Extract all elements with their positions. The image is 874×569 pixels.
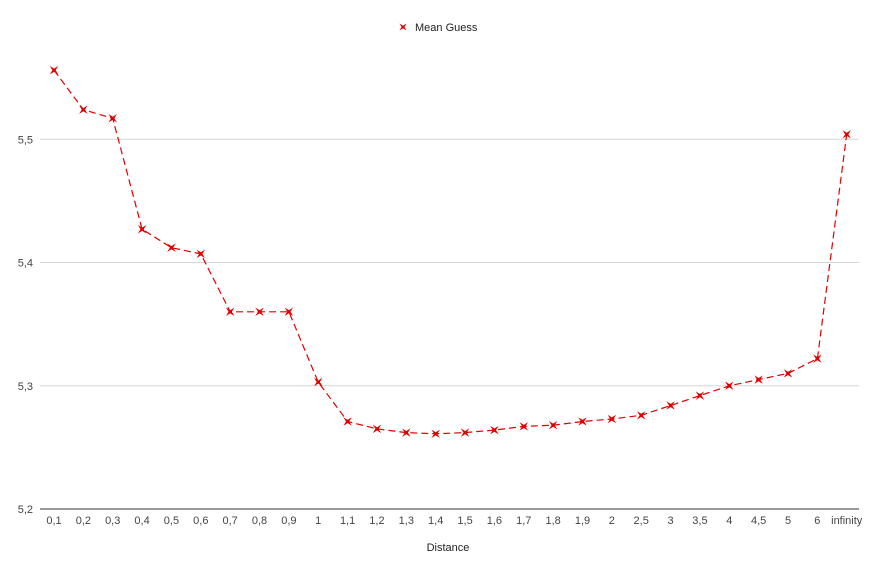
data-point-marker [460,428,470,437]
data-point-marker [372,424,382,434]
data-point-marker [167,243,176,252]
grid-lines [40,138,859,510]
data-point-marker [431,429,440,439]
data-point-marker [548,420,558,430]
y-tick-label: 5,2 [18,504,33,516]
x-tick-label: 5 [785,515,791,527]
data-point-marker [636,411,646,420]
legend-marker-icon [399,23,407,31]
data-point-marker [519,422,528,431]
y-tick-label: 5,3 [18,381,33,393]
data-point-marker [842,130,851,139]
x-tick-label: 0,9 [281,515,296,527]
data-point-marker [49,65,59,75]
x-tick-label: 1,6 [487,515,502,527]
series-group [49,65,851,439]
x-tick-label: 1,8 [545,515,560,527]
x-tick-label: 3 [667,515,673,527]
x-tick-label: 0,1 [46,515,61,527]
data-point-marker [666,401,675,410]
data-point-marker [314,377,323,387]
x-tick-label: 1,1 [340,515,355,527]
x-tick-label: 0,7 [223,515,238,527]
data-point-marker [108,114,117,123]
x-tick-label: 1,7 [516,515,531,527]
x-tick-label: 3,5 [692,515,707,527]
x-tick-label: 2,5 [634,515,649,527]
legend-label: Mean Guess [415,22,478,34]
x-tick-label: 1,4 [428,515,443,527]
data-point-marker [402,428,411,437]
x-tick-label: 6 [814,515,820,527]
x-tick-label: 1,2 [369,515,384,527]
x-tick-label: 1,9 [575,515,590,527]
x-tick-label: infinity [831,515,863,527]
x-tick-label: 1 [315,515,321,527]
data-point-marker [607,414,617,424]
x-tick-label: 0,4 [134,515,149,527]
data-point-marker [225,307,235,317]
data-point-marker [255,307,264,317]
legend-marker-shape [399,23,407,31]
data-point-marker [813,354,822,363]
data-point-marker [343,417,352,426]
x-tick-label: 2 [609,515,615,527]
data-point-marker [783,369,793,378]
x-tick-label: 1,3 [399,515,414,527]
x-axis-label: Distance [427,542,470,554]
data-point-marker [137,224,147,234]
y-tick-label: 5,4 [18,258,33,270]
data-point-marker [79,105,88,114]
x-tick-label: 4 [726,515,732,527]
y-axis-ticks: 5,2 5,3 5,4 5,5 [18,134,33,516]
data-point-marker [284,307,294,317]
x-tick-label: 0,6 [193,515,208,527]
x-tick-label: 0,8 [252,515,267,527]
legend: Mean Guess [399,22,478,34]
data-point-marker [725,381,734,390]
data-point-marker [695,391,705,400]
data-point-marker [490,425,499,435]
data-point-marker [754,375,763,384]
x-axis-ticks: 0,1 0,2 0,3 0,4 0,5 0,6 0,7 0,8 0,9 1 1,1 1,2 1,3 1,4… [46,515,862,527]
x-tick-label: 0,2 [76,515,91,527]
series-line [53,69,848,435]
y-tick-label: 5,5 [18,134,33,146]
data-point-marker [196,249,206,259]
x-tick-label: 0,5 [164,515,179,527]
x-tick-label: 1,5 [457,515,472,527]
data-point-marker [578,417,587,426]
x-tick-label: 4,5 [751,515,766,527]
x-tick-label: 0,3 [105,515,120,527]
